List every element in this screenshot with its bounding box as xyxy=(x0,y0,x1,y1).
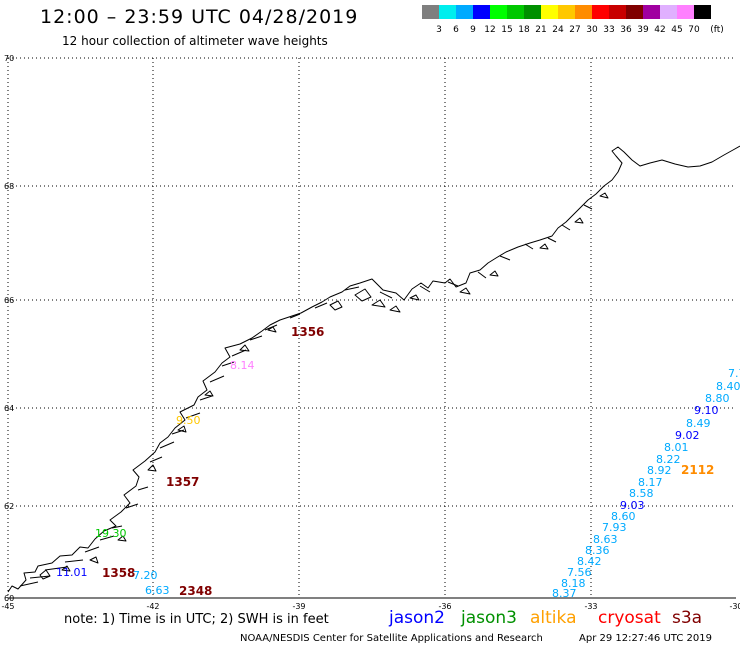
scale-label: 21 xyxy=(535,25,547,35)
scale-swatch xyxy=(609,5,626,19)
scale-swatch xyxy=(473,5,490,19)
scale-label: 33 xyxy=(603,25,615,35)
scale-swatch xyxy=(558,5,575,19)
satellite-legend-altika: altika xyxy=(530,608,577,628)
longitude-label: -36 xyxy=(438,602,451,611)
wave-height-label: 9.10 xyxy=(694,404,719,417)
scale-swatch xyxy=(439,5,456,19)
satellite-legend-jason2: jason2 xyxy=(389,608,445,628)
wave-height-label: 8.36 xyxy=(585,544,610,557)
scale-swatch xyxy=(575,5,592,19)
wave-height-label: 8.60 xyxy=(611,510,636,523)
coastline-path xyxy=(7,145,740,593)
pass-time-label: 1356 xyxy=(291,325,324,339)
map-title: 12:00 – 23:59 UTC 04/28/2019 xyxy=(40,6,359,28)
scale-label: 24 xyxy=(552,25,564,35)
wave-height-label: 7.56 xyxy=(567,566,592,579)
scale-label: 9 xyxy=(470,25,476,35)
scale-label: 45 xyxy=(671,25,683,35)
fjord-lines xyxy=(19,204,593,587)
scale-swatch xyxy=(677,5,694,19)
latitude-label: 70 xyxy=(4,54,14,63)
scale-label: 3 xyxy=(436,25,442,35)
wave-height-label: 19.30 xyxy=(95,527,127,540)
wave-height-label: 7.20 xyxy=(133,569,158,582)
scale-label: 39 xyxy=(637,25,649,35)
generation-timestamp: Apr 29 12:27:46 UTC 2019 xyxy=(579,633,712,644)
wave-height-label: 9.03 xyxy=(620,499,645,512)
longitude-label: -42 xyxy=(146,602,159,611)
scale-label: 15 xyxy=(501,25,513,35)
wave-height-label: 9.02 xyxy=(675,429,700,442)
wave-height-label: 8.17 xyxy=(638,476,663,489)
greenland-coastline xyxy=(7,145,740,593)
wave-height-label: 8.49 xyxy=(686,417,711,430)
wave-height-label: 7.93 xyxy=(602,521,627,534)
latitude-label: 62 xyxy=(4,502,14,511)
coastline-islands xyxy=(39,192,609,580)
wave-height-label: 8.14 xyxy=(230,359,255,372)
scale-label: 27 xyxy=(569,25,581,35)
scale-swatch xyxy=(456,5,473,19)
wave-height-label: 7.7 xyxy=(728,367,740,380)
scale-label: 36 xyxy=(620,25,632,35)
scale-swatch xyxy=(507,5,524,19)
scale-swatch xyxy=(592,5,609,19)
pass-time-label: 1357 xyxy=(166,475,199,489)
latitude-label: 60 xyxy=(4,594,14,603)
scale-swatch xyxy=(541,5,558,19)
latitude-label: 68 xyxy=(4,182,14,191)
longitude-label: -39 xyxy=(292,602,305,611)
scale-label: 18 xyxy=(518,25,530,35)
pass-time-label: 2348 xyxy=(179,584,212,598)
credit-line: NOAA/NESDIS Center for Satellite Applica… xyxy=(240,633,543,644)
wave-height-label: 8.42 xyxy=(577,555,602,568)
longitude-label: -33 xyxy=(584,602,597,611)
scale-label: 6 xyxy=(453,25,459,35)
scale-unit: (ft) xyxy=(710,25,724,35)
latitude-label: 66 xyxy=(4,296,14,305)
wave-height-label: 8.58 xyxy=(629,487,654,500)
wave-height-label: 8.92 xyxy=(647,464,672,477)
wave-height-label: 11.01 xyxy=(56,566,88,579)
graticule xyxy=(7,57,736,599)
wave-height-label: 8.37 xyxy=(552,587,577,600)
wave-height-label: 8.80 xyxy=(705,392,730,405)
satellite-legend-jason3: jason3 xyxy=(461,608,517,628)
footer-note: note: 1) Time is in UTC; 2) SWH is in fe… xyxy=(64,612,329,627)
satellite-legend-cryosat: cryosat xyxy=(598,608,661,628)
wave-height-label: 8.18 xyxy=(561,577,586,590)
scale-label: 42 xyxy=(654,25,666,35)
altimeter-observations: 1356 1357 2348 1358 2112 8.14 9.50 19.30 11.01 7.… xyxy=(56,325,740,600)
scale-swatch xyxy=(626,5,643,19)
map-subtitle: 12 hour collection of altimeter wave hei… xyxy=(62,34,328,48)
wave-height-label: 6.63 xyxy=(145,584,170,597)
scale-swatch xyxy=(643,5,660,19)
axis-tick-labels: 70 68 66 64 62 60-45 -42 -39 -36 -33 -30 xyxy=(1,54,740,611)
wave-height-label: 8.40 xyxy=(716,380,740,393)
latitude-label: 64 xyxy=(4,404,14,413)
longitude-label: -45 xyxy=(1,602,14,611)
scale-swatch xyxy=(524,5,541,19)
wave-height-label: 8.63 xyxy=(593,533,618,546)
wave-height-label: 8.01 xyxy=(664,441,689,454)
wave-height-label: 8.22 xyxy=(656,453,681,466)
scale-swatch xyxy=(422,5,439,19)
scale-swatch xyxy=(694,5,711,19)
scale-label: 70 xyxy=(688,25,700,35)
longitude-label: -30 xyxy=(729,602,740,611)
scale-label: 12 xyxy=(484,25,496,35)
pass-time-label: 1358 xyxy=(102,566,135,580)
satellite-legend-s3a: s3a xyxy=(672,608,703,628)
scale-label: 30 xyxy=(586,25,598,35)
pass-time-label: 2112 xyxy=(681,463,714,477)
wave-height-label: 9.50 xyxy=(176,414,201,427)
scale-swatch xyxy=(490,5,507,19)
scale-swatch xyxy=(660,5,677,19)
